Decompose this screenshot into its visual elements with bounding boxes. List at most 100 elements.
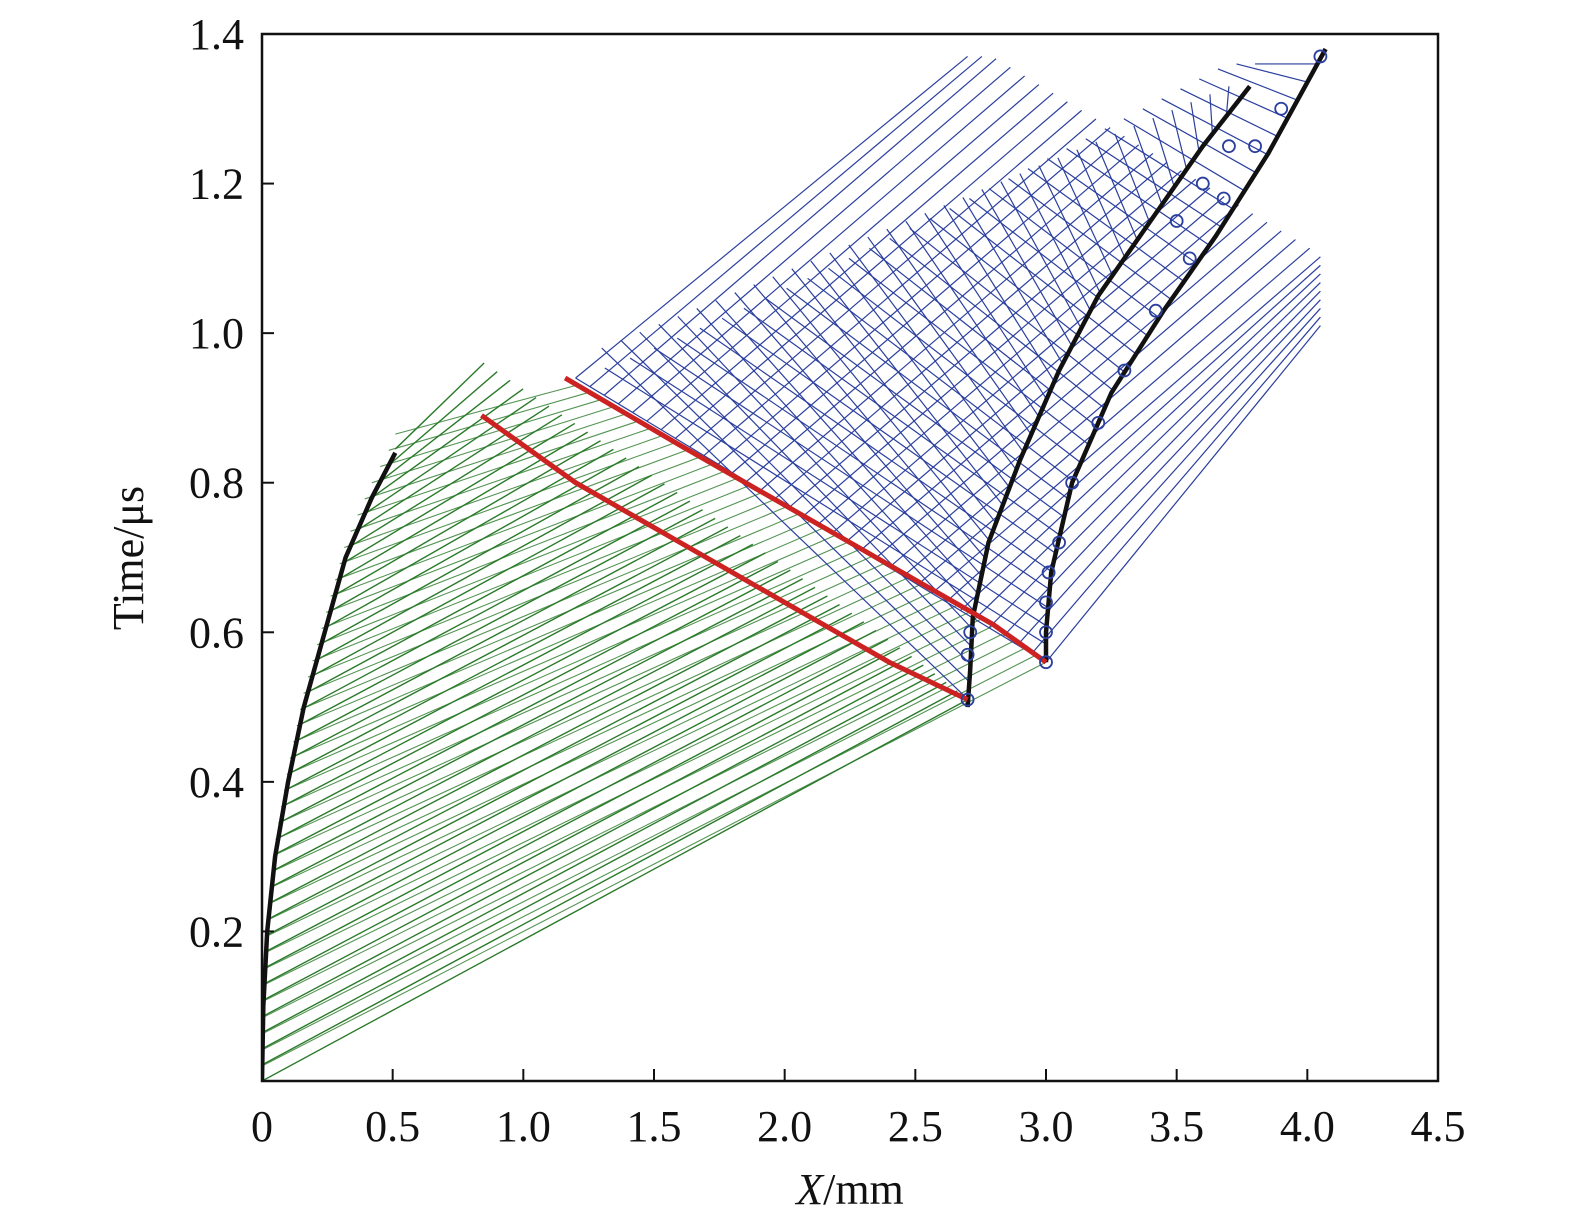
characteristic-line xyxy=(1171,110,1188,170)
characteristic-line xyxy=(350,427,652,532)
characteristic-line xyxy=(786,287,1069,500)
characteristic-line xyxy=(981,189,1073,347)
characteristic-line xyxy=(1236,63,1308,83)
characteristic-line xyxy=(293,519,813,743)
characteristic-line xyxy=(280,560,779,823)
characteristic-line xyxy=(303,498,777,694)
characteristic-line xyxy=(330,455,702,597)
series-lines xyxy=(262,47,1328,1081)
x-tick-label: 0.5 xyxy=(365,1102,420,1151)
x-tick-label: 0 xyxy=(251,1102,273,1151)
characteristic-line xyxy=(639,331,971,665)
characteristic-line xyxy=(316,477,739,646)
marker xyxy=(1065,475,1080,490)
characteristic-line xyxy=(339,441,677,565)
marker xyxy=(1248,139,1262,154)
characteristic-line xyxy=(1031,316,1321,654)
characteristic-line xyxy=(803,178,1197,517)
marker xyxy=(1222,139,1236,154)
characteristic-line xyxy=(325,457,627,628)
characteristic-line xyxy=(905,220,1040,418)
characteristic-line xyxy=(1225,86,1230,117)
characteristic-line xyxy=(325,463,715,613)
characteristic-line xyxy=(867,236,1024,453)
characteristic-line xyxy=(1045,325,1321,663)
characteristic-line xyxy=(589,55,983,388)
characteristic-line xyxy=(364,396,537,515)
characteristic-line xyxy=(949,208,1137,355)
characteristic-line xyxy=(1019,173,1091,311)
boundary-line xyxy=(262,451,398,1081)
characteristic-line xyxy=(734,292,982,577)
characteristic-lines xyxy=(262,55,1321,1081)
characteristic-line xyxy=(286,543,754,790)
characteristic-line xyxy=(1008,178,1172,301)
interface-line xyxy=(563,375,1048,665)
characteristic-line xyxy=(264,619,981,970)
characteristic-line xyxy=(262,661,1047,1067)
x-tick-label: 1.0 xyxy=(496,1102,551,1151)
characteristic-line xyxy=(988,188,1160,319)
y-tick-label: 1.4 xyxy=(189,10,244,59)
marker xyxy=(963,625,978,640)
characteristic-line xyxy=(1038,165,1101,294)
characteristic-line xyxy=(1017,308,1321,646)
characteristic-line xyxy=(1057,157,1114,276)
characteristic-line xyxy=(321,465,640,645)
characteristic-line xyxy=(380,399,602,468)
characteristic-line xyxy=(1027,168,1185,282)
characteristic-line xyxy=(357,405,550,531)
characteristic-line xyxy=(268,612,853,920)
boundary-line xyxy=(1043,47,1328,663)
characteristic-line xyxy=(357,420,639,516)
characteristic-line xyxy=(886,228,1032,435)
y-axis-title: Time/μs xyxy=(104,486,153,630)
marker xyxy=(960,692,975,707)
characteristic-line xyxy=(732,135,1125,474)
characteristic-line xyxy=(296,517,716,742)
characteristic-line xyxy=(632,75,1026,413)
x-axis: 0 0.5 1.0 1.5 2.0 2.5 3.0 3.5 4.0 4.5 xyxy=(251,1069,1466,1151)
x-tick-label: 3.5 xyxy=(1149,1102,1204,1151)
marker xyxy=(1039,655,1053,670)
marker xyxy=(1091,415,1106,430)
x-tick-label: 4.0 xyxy=(1280,1102,1335,1151)
characteristic-line xyxy=(299,505,789,711)
characteristic-line xyxy=(1046,158,1198,264)
markers xyxy=(960,49,1328,707)
characteristic-line xyxy=(289,526,826,759)
characteristic-line xyxy=(268,590,934,905)
characteristic-line xyxy=(343,422,576,564)
characteristic-line xyxy=(848,244,1017,471)
marker xyxy=(1313,49,1328,64)
characteristic-line xyxy=(943,205,1055,382)
characteristic-line xyxy=(395,384,576,435)
characteristic-line xyxy=(1217,68,1298,101)
characteristic-line xyxy=(774,161,1168,500)
marker xyxy=(1041,565,1056,580)
characteristic-line xyxy=(653,347,1049,609)
marker xyxy=(1216,191,1231,206)
characteristic-line xyxy=(273,586,816,871)
characteristic-line xyxy=(371,406,614,484)
characteristic-line xyxy=(909,227,1114,391)
characteristic-line xyxy=(674,101,1068,439)
characteristic-line xyxy=(262,647,1026,1035)
characteristic-line xyxy=(278,555,874,824)
characteristic-line xyxy=(262,681,947,1050)
characteristic-line xyxy=(917,247,1311,586)
characteristic-line xyxy=(307,491,678,693)
characteristic-line xyxy=(289,535,741,774)
characteristic-line xyxy=(846,204,1239,543)
marker xyxy=(1182,251,1197,266)
characteristic-line xyxy=(262,654,1037,1051)
characteristic-line xyxy=(831,196,1225,534)
characteristic-line xyxy=(262,664,924,1017)
characteristic-line xyxy=(962,197,1064,365)
characteristic-line xyxy=(791,268,997,524)
characteristic-line xyxy=(617,66,1011,405)
x-tick-label: 4.5 xyxy=(1411,1102,1466,1151)
characteristic-line xyxy=(646,84,1040,422)
y-axis: 0.2 0.4 0.6 0.8 1.0 1.2 1.4 xyxy=(189,10,274,956)
